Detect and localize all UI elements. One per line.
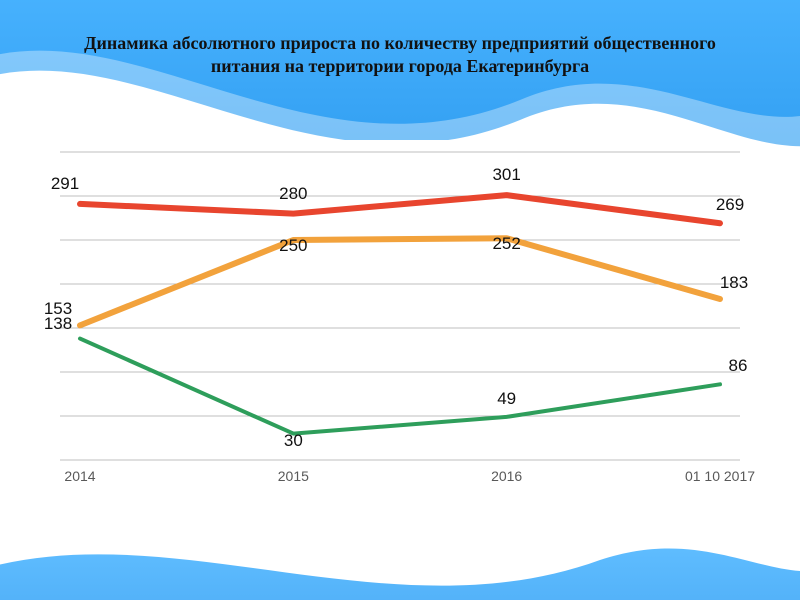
x-tick-label: 2014 [64,468,95,484]
gridlines [60,152,740,460]
line-chart: 20142015201601 10 2017 29128030126915325… [60,140,740,500]
data-label: 86 [729,356,748,376]
data-label: 49 [497,389,516,409]
data-label: 250 [279,236,307,256]
data-label: 269 [716,195,744,215]
slide: Динамика абсолютного прироста по количес… [0,0,800,600]
chart-series [80,195,720,433]
x-tick-label: 2015 [278,468,309,484]
data-label: 183 [720,273,748,293]
series-green [80,339,720,434]
data-label: 291 [51,174,79,194]
data-label: 30 [284,431,303,451]
data-label: 252 [492,234,520,254]
x-tick-label: 01 10 2017 [685,468,755,484]
chart-title: Динамика абсолютного прироста по количес… [60,32,740,77]
chart-svg [60,140,740,500]
data-label: 280 [279,184,307,204]
data-label: 301 [492,165,520,185]
series-orange [80,238,720,325]
series-red [80,195,720,223]
data-label: 138 [44,314,72,334]
x-tick-label: 2016 [491,468,522,484]
